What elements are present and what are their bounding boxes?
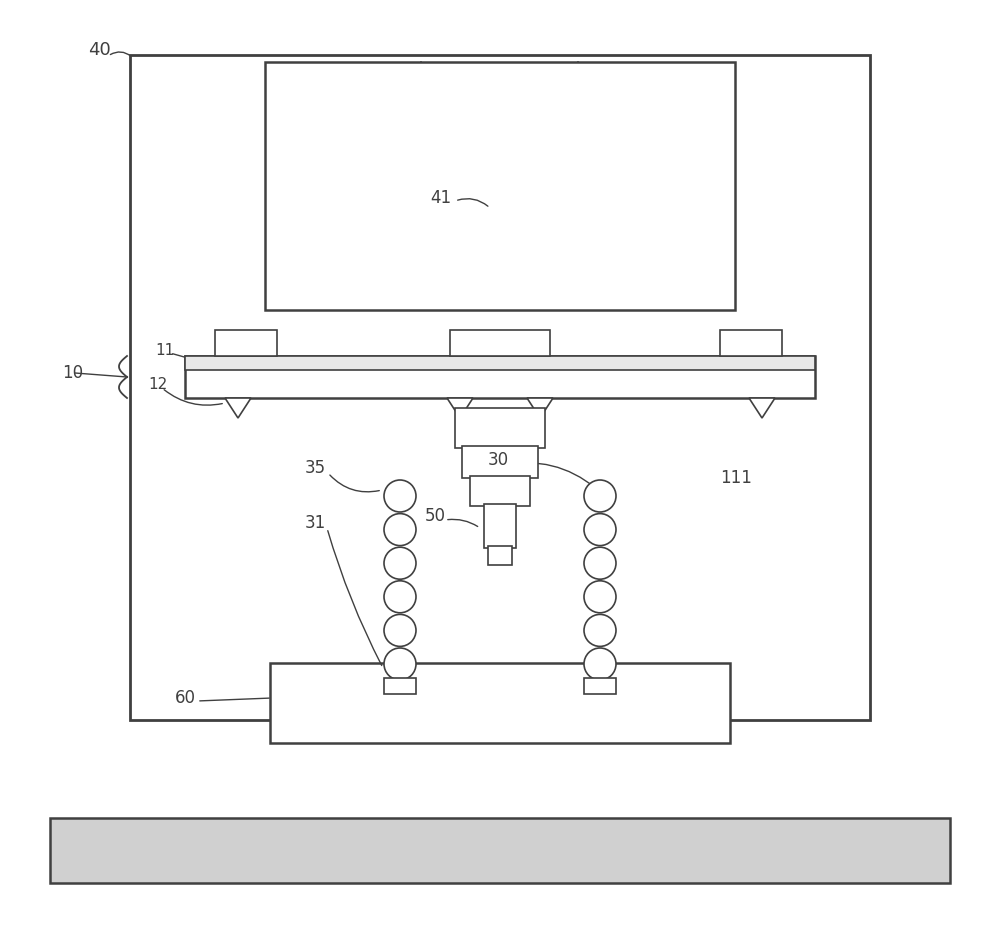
Polygon shape (447, 398, 473, 418)
Circle shape (584, 581, 616, 613)
Polygon shape (527, 398, 553, 418)
Bar (185, 356, 815, 398)
Text: 35: 35 (305, 459, 326, 477)
Text: 40: 40 (88, 41, 111, 59)
Circle shape (584, 614, 616, 646)
Bar (265, 62, 735, 310)
Bar (720, 330, 782, 356)
Circle shape (584, 547, 616, 579)
Bar (470, 476, 530, 506)
Polygon shape (749, 398, 775, 418)
Text: 11: 11 (155, 342, 174, 357)
Bar (270, 663, 730, 743)
Text: 41: 41 (430, 189, 451, 207)
Bar (50, 818, 950, 883)
Text: 60: 60 (175, 689, 196, 707)
Bar (130, 55, 870, 720)
Text: 31: 31 (305, 514, 326, 532)
Circle shape (384, 547, 416, 579)
Text: 12: 12 (148, 376, 167, 391)
Bar (488, 546, 512, 565)
Text: 111: 111 (720, 469, 752, 487)
Bar (185, 356, 815, 370)
Circle shape (384, 480, 416, 512)
Bar (384, 678, 416, 694)
Circle shape (384, 648, 416, 680)
Bar (450, 330, 550, 356)
Bar (455, 408, 545, 448)
Text: 30: 30 (488, 451, 509, 469)
Circle shape (584, 480, 616, 512)
Bar (584, 678, 616, 694)
Text: 50: 50 (425, 507, 446, 525)
Circle shape (384, 514, 416, 546)
Polygon shape (225, 398, 251, 418)
Circle shape (384, 614, 416, 646)
Bar (215, 330, 277, 356)
Circle shape (384, 581, 416, 613)
Bar (484, 504, 516, 548)
Text: 10: 10 (62, 364, 83, 382)
Bar (462, 446, 538, 478)
Circle shape (584, 648, 616, 680)
Circle shape (584, 514, 616, 546)
